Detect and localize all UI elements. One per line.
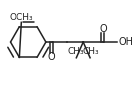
Text: O: O [48,52,56,62]
Text: OH: OH [119,37,134,47]
Text: OCH₃: OCH₃ [10,12,33,21]
Text: CH₃: CH₃ [67,47,84,56]
Text: CH₃: CH₃ [83,47,99,56]
Text: O: O [99,24,107,34]
